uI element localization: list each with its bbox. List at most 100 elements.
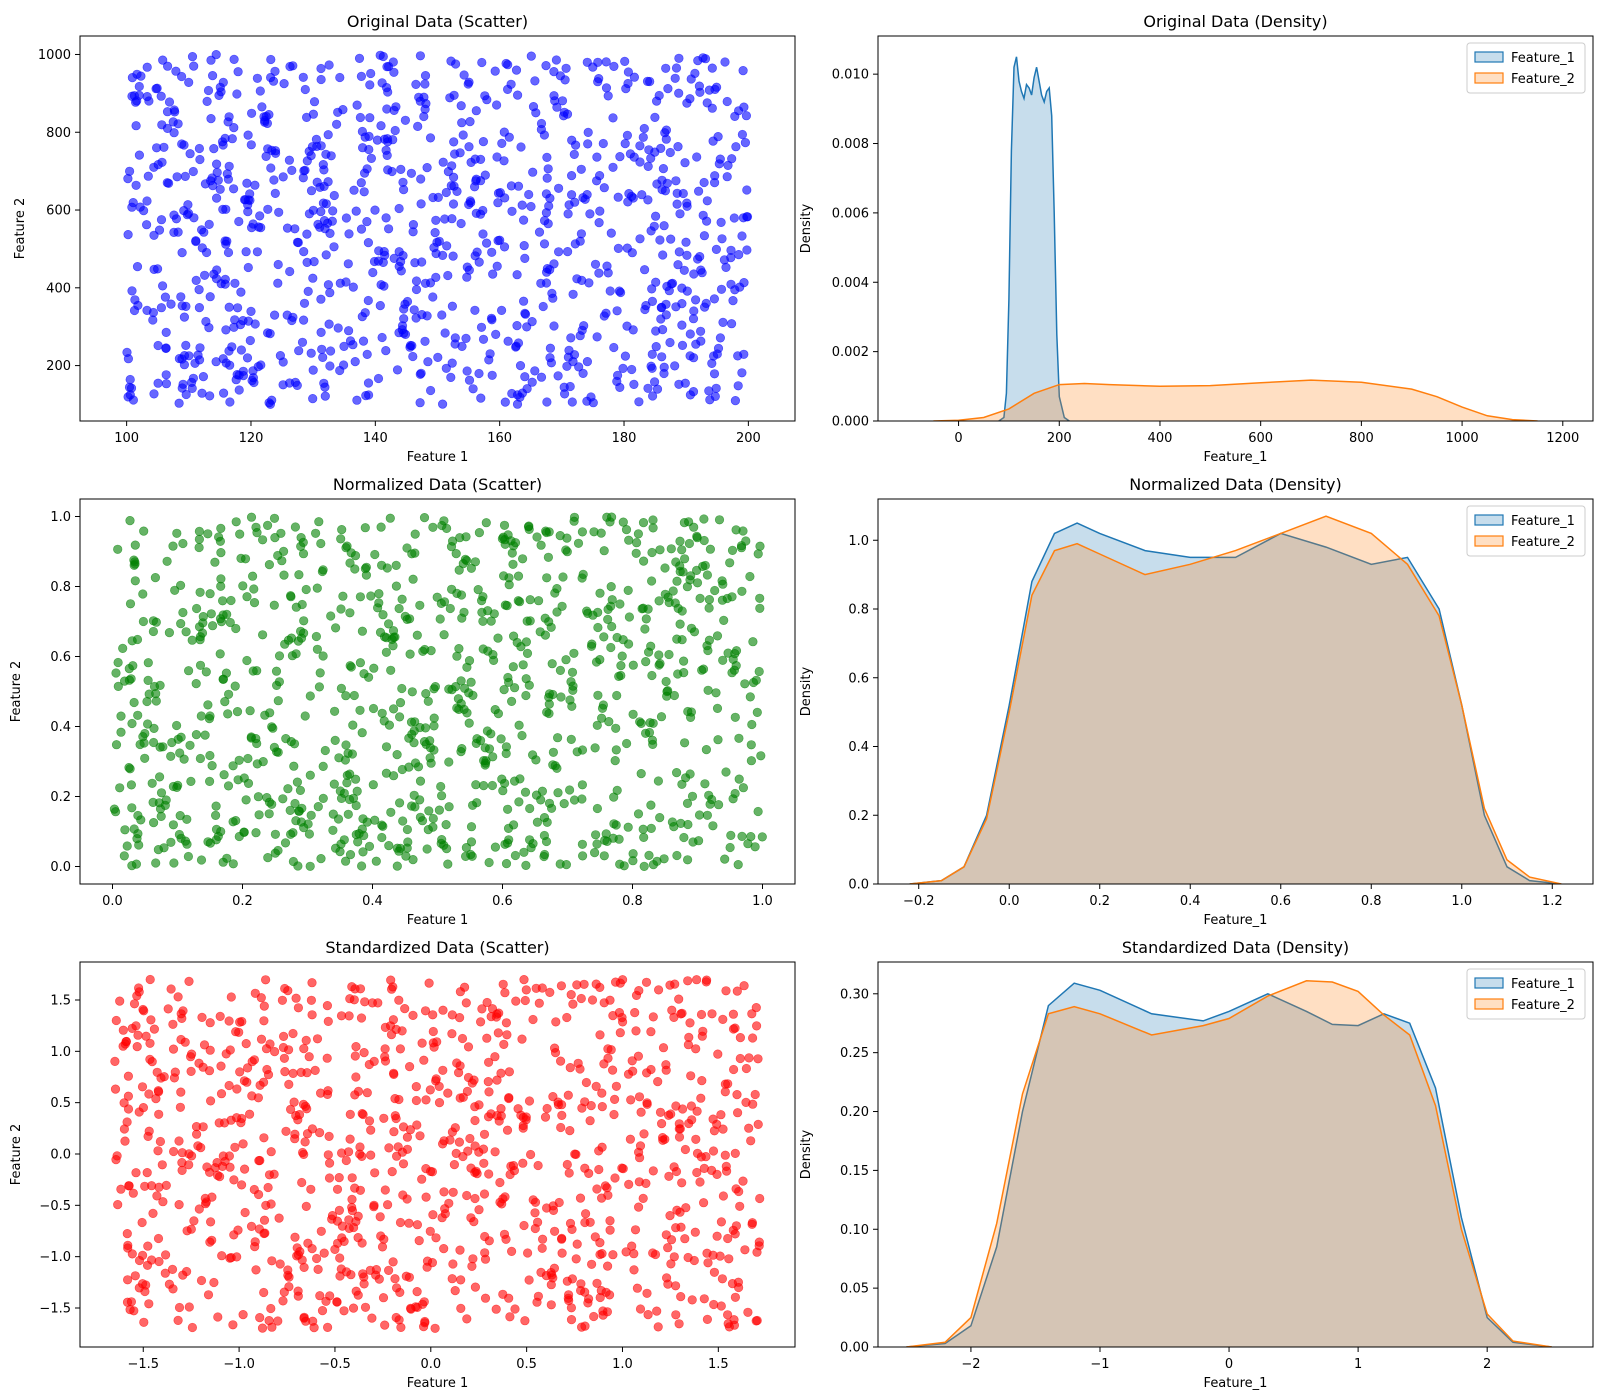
scatter-point [372, 135, 383, 145]
scatter-point [556, 981, 567, 991]
scatter-point [312, 177, 322, 187]
scatter-point [254, 1189, 264, 1200]
scatter-point [648, 1012, 658, 1022]
x-tick-label: −0.2 [903, 894, 935, 909]
scatter-point [464, 688, 474, 698]
scatter-point [732, 1108, 743, 1118]
y-tick-label: 0.30 [840, 987, 869, 1002]
scatter-point [246, 732, 256, 742]
scatter-point [562, 109, 573, 119]
scatter-point [583, 608, 593, 619]
scatter-point [195, 355, 205, 365]
scatter-point [512, 270, 522, 280]
scatter-point [501, 748, 511, 759]
scatter-point [134, 150, 144, 160]
scatter-point [350, 1090, 360, 1100]
scatter-point [524, 1275, 534, 1285]
x-tick-label: 200 [736, 431, 761, 446]
scatter-point [600, 1181, 611, 1191]
x-tick-label: −1 [1090, 1357, 1109, 1372]
scatter-point [531, 755, 541, 765]
scatter-point [143, 171, 153, 181]
scatter-point [215, 1011, 225, 1022]
scatter-point [722, 172, 732, 182]
scatter-point [513, 1104, 523, 1114]
scatter-point [732, 986, 742, 996]
scatter-point [448, 251, 458, 261]
scatter-point [447, 358, 457, 368]
scatter-point [591, 176, 602, 186]
scatter-point [496, 1068, 506, 1078]
scatter-point [424, 978, 434, 988]
scatter-point [240, 1207, 250, 1218]
scatter-point [194, 285, 204, 295]
scatter-point [151, 858, 161, 868]
scatter-point [479, 780, 489, 791]
scatter-point [452, 1058, 462, 1068]
scatter-point [429, 1042, 439, 1052]
scatter-point [473, 584, 483, 595]
scatter-point [614, 834, 624, 844]
scatter-point [730, 285, 740, 295]
scatter-point [470, 1115, 480, 1126]
scatter-point [142, 696, 152, 707]
scatter-point [306, 1184, 316, 1194]
scatter-point [673, 669, 683, 679]
scatter-point [330, 706, 340, 716]
scatter-point [315, 1291, 325, 1301]
scatter-point [608, 1250, 618, 1260]
chart-title: Normalized Data (Density) [1129, 475, 1341, 494]
scatter-point [552, 102, 562, 112]
scatter-point [643, 1309, 653, 1320]
scatter-point [483, 1112, 494, 1122]
scatter-point [582, 396, 592, 406]
scatter-point [322, 1053, 332, 1063]
scatter-point [692, 1106, 702, 1116]
scatter-point [701, 977, 711, 987]
scatter-point [233, 775, 243, 785]
y-tick-label: 0.006 [832, 206, 869, 221]
scatter-point [623, 197, 633, 207]
scatter-point [508, 559, 518, 569]
scatter-point [409, 790, 419, 800]
scatter-point [731, 1184, 741, 1194]
scatter-point [308, 365, 318, 375]
scatter-point [243, 195, 253, 205]
scatter-point [134, 983, 144, 993]
scatter-point [693, 836, 704, 846]
scatter-point [127, 803, 137, 813]
scatter-point [578, 368, 588, 379]
scatter-point [367, 1313, 377, 1323]
scatter-point [474, 527, 485, 538]
scatter-point [156, 215, 167, 225]
scatter-point [489, 655, 499, 666]
plot-area [122, 49, 753, 409]
scatter-point [176, 618, 186, 629]
scatter-point [212, 193, 222, 203]
scatter-point [736, 541, 747, 551]
scatter-point [270, 829, 281, 839]
scatter-point [723, 648, 733, 658]
scatter-point [187, 635, 197, 645]
scatter-point [696, 265, 706, 275]
scatter-point [571, 1254, 581, 1264]
y-tick-label: 1000 [38, 48, 71, 63]
scatter-point [184, 1149, 194, 1159]
scatter-point [391, 581, 402, 591]
scatter-point [695, 326, 706, 336]
scatter-point [334, 753, 344, 763]
scatter-point [129, 824, 139, 834]
scatter-point [140, 728, 150, 739]
scatter-point [430, 228, 440, 238]
scatter-point [621, 83, 631, 94]
y-tick-label: 0.00 [840, 1341, 869, 1356]
scatter-point [387, 166, 397, 177]
scatter-point [745, 692, 755, 702]
scatter-point [159, 843, 169, 853]
scatter-point [699, 535, 709, 546]
scatter-point [462, 1190, 472, 1201]
scatter-point [734, 733, 744, 743]
scatter-point [492, 152, 502, 162]
